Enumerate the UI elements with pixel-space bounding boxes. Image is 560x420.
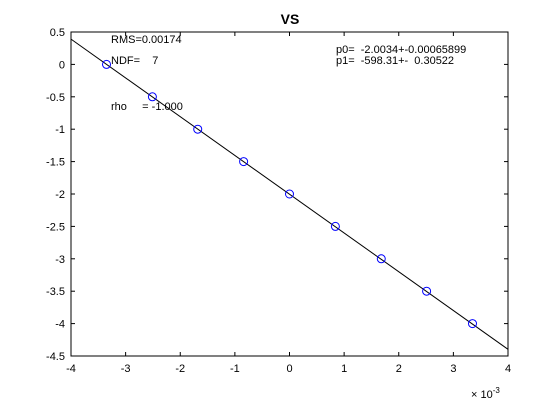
x-tick-label: -3 bbox=[121, 363, 131, 375]
ndf-annotation: NDF= 7 bbox=[111, 55, 158, 67]
y-tick-label: -1.5 bbox=[46, 157, 65, 169]
x-tick-label: 1 bbox=[341, 363, 347, 375]
data-point bbox=[330, 221, 340, 231]
data-point bbox=[239, 157, 249, 167]
rho-annotation: rho = -1.000 bbox=[111, 101, 183, 113]
fit-layer bbox=[70, 38, 509, 350]
y-tick-label: -3.5 bbox=[46, 286, 65, 298]
tick-labels: -4 -3 -2 -1 0 1 2 3 4 0.5 0 -0.5 -1 -1.5 -2 -2.5 -3 -3.5 -… bbox=[46, 27, 511, 375]
y-tick-label: -1 bbox=[55, 124, 65, 136]
p1-annotation: p1= -598.31+- 0.30522 bbox=[336, 55, 454, 67]
x-tick-label: 2 bbox=[396, 363, 402, 375]
chart-title: VS bbox=[281, 11, 300, 27]
y-tick-label: -0.5 bbox=[46, 92, 65, 104]
x-tick-label: 0 bbox=[286, 363, 292, 375]
x-tick-label: -4 bbox=[66, 363, 76, 375]
data-point bbox=[376, 254, 386, 264]
data-point bbox=[467, 319, 477, 329]
y-tick-label: 0.5 bbox=[50, 27, 65, 39]
data-point bbox=[102, 59, 112, 69]
rms-annotation: RMS=0.00174 bbox=[111, 34, 182, 46]
y-tick-label: -4.5 bbox=[46, 351, 65, 363]
y-tick-label: -2 bbox=[55, 189, 65, 201]
data-point bbox=[422, 286, 432, 296]
fit-line bbox=[70, 38, 509, 350]
data-points bbox=[102, 59, 477, 329]
x-exponent-base: × 10 bbox=[471, 389, 493, 401]
data-point bbox=[193, 124, 203, 134]
data-point bbox=[285, 189, 294, 199]
x-tick-label: 3 bbox=[450, 363, 456, 375]
y-tick-label: 0 bbox=[59, 59, 65, 71]
x-exponent-power: -3 bbox=[493, 386, 501, 395]
x-exponent-label: × 10-3 bbox=[471, 386, 500, 401]
y-tick-label: -3 bbox=[55, 254, 65, 266]
y-tick-label: -2.5 bbox=[46, 221, 65, 233]
data-point bbox=[147, 92, 157, 102]
p0-annotation: p0= -2.0034+-0.00065899 bbox=[336, 44, 466, 56]
x-tick-label: -2 bbox=[175, 363, 185, 375]
x-tick-label: 4 bbox=[505, 363, 511, 375]
y-tick-label: -4 bbox=[55, 319, 65, 331]
x-tick-label: -1 bbox=[230, 363, 240, 375]
tick-marks bbox=[70, 31, 509, 357]
